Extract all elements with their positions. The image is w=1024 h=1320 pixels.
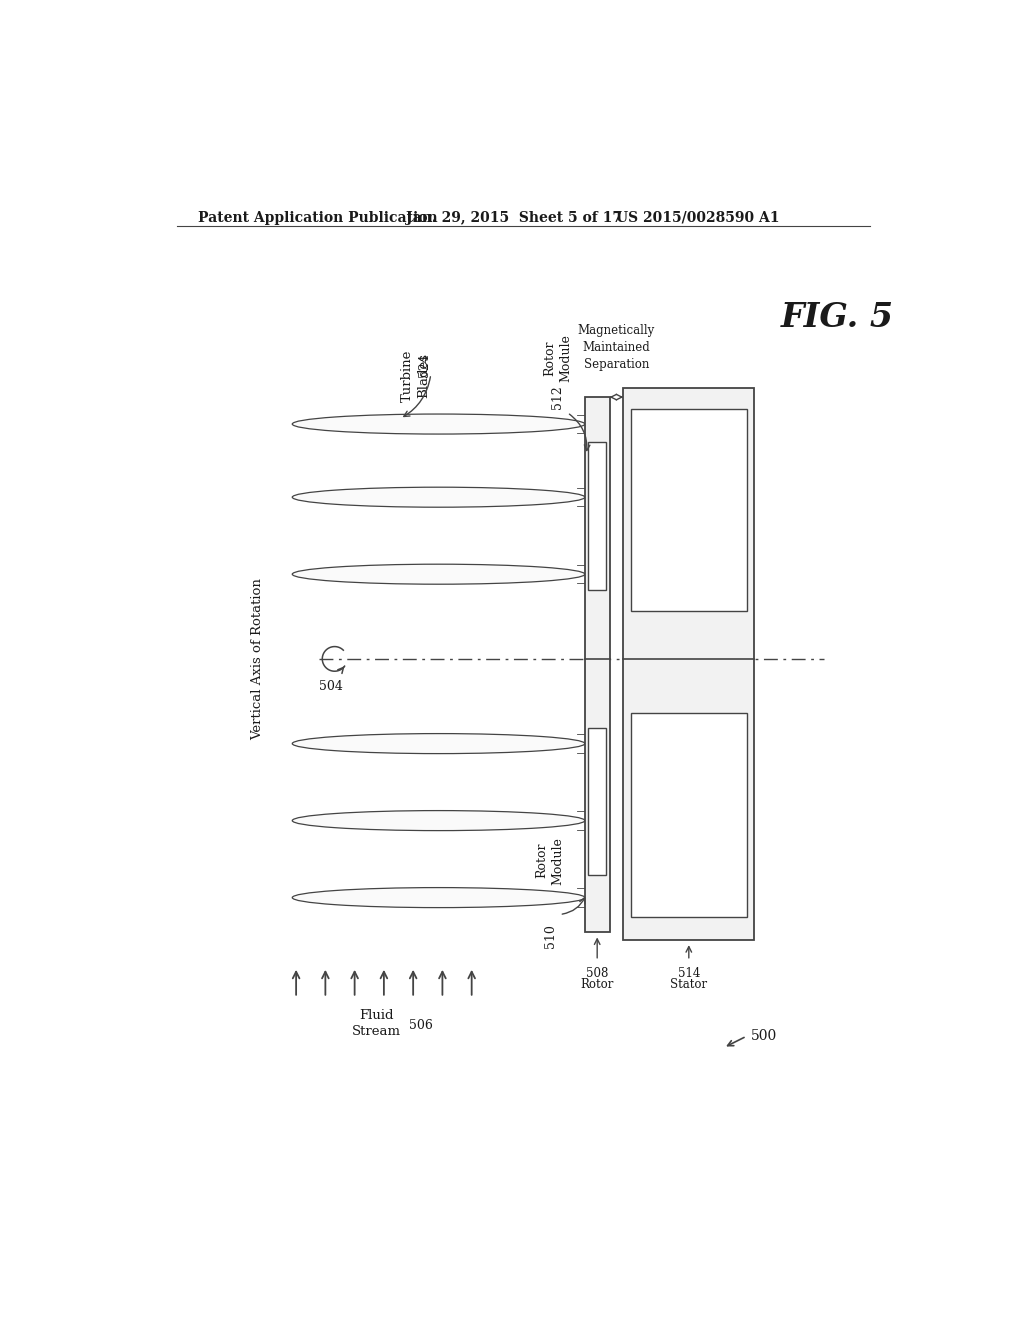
Ellipse shape [292,734,585,754]
Text: Rotor
Module: Rotor Module [536,837,564,884]
Text: Stator: Stator [671,978,708,991]
Text: Vertical Axis of Rotation: Vertical Axis of Rotation [251,578,264,739]
Ellipse shape [292,810,585,830]
Text: Turbine
Blades: Turbine Blades [401,350,430,401]
Text: 518: 518 [682,576,695,601]
Bar [631,409,746,611]
Text: 516: 516 [682,882,695,907]
Text: 504: 504 [319,681,343,693]
Ellipse shape [292,487,585,507]
Bar [588,442,606,590]
Text: Fluid
Stream: Fluid Stream [351,1010,400,1039]
Text: US 2015/0028590 A1: US 2015/0028590 A1 [615,211,779,224]
Text: Jan. 29, 2015  Sheet 5 of 17: Jan. 29, 2015 Sheet 5 of 17 [407,211,623,224]
Bar [624,388,755,940]
Text: 506: 506 [409,1019,432,1032]
Bar [585,397,609,932]
Text: Rotor: Rotor [581,978,613,991]
Text: Magnetically
Maintained
Separation: Magnetically Maintained Separation [578,323,655,371]
Text: FIG. 5: FIG. 5 [781,301,894,334]
Text: 524: 524 [418,354,431,378]
Ellipse shape [292,887,585,908]
Ellipse shape [292,564,585,585]
Ellipse shape [292,414,585,434]
Text: 500: 500 [751,1030,776,1043]
Text: 514: 514 [678,966,700,979]
Text: Stator Module: Stator Module [682,449,695,540]
Bar [588,729,606,875]
Text: 512: 512 [551,385,564,409]
Text: Patent Application Publication: Patent Application Publication [199,211,438,224]
Text: Stator Module: Stator Module [682,754,695,845]
Text: 508: 508 [586,966,608,979]
Bar [631,713,746,917]
Text: 510: 510 [544,924,557,948]
Text: Rotor
Module: Rotor Module [544,334,572,381]
